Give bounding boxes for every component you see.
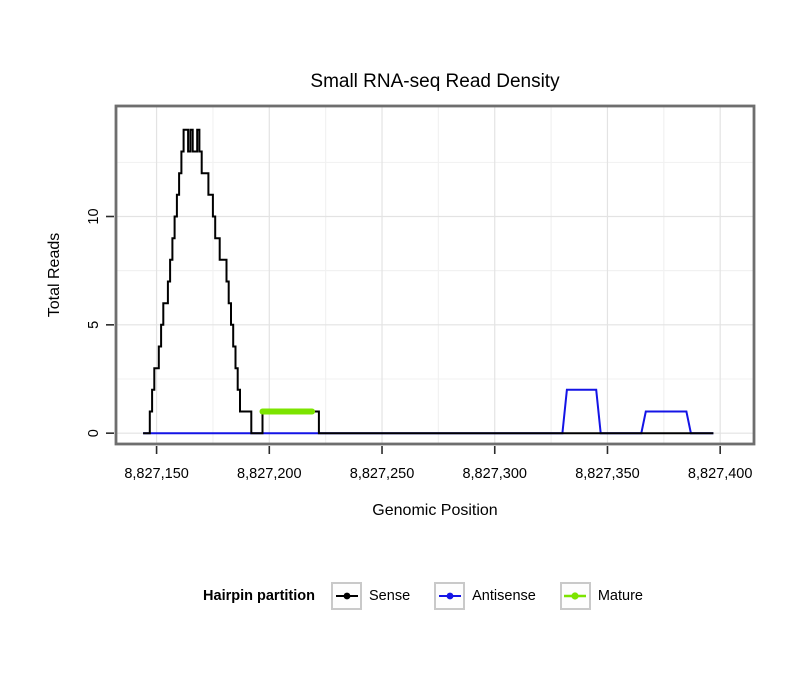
legend-label-mature: Mature [597,588,643,604]
legend-item-mature: Mature [559,582,667,610]
legend-item-antisense: Antisense [434,582,560,610]
legend-key-mature [559,582,591,610]
legend-key-sense [331,582,363,610]
legend-item-sense: Sense [331,582,434,610]
x-tick-label: 8,827,350 [575,466,640,482]
legend-title: Hairpin partition [203,588,316,604]
legend-dot-icon [446,592,454,600]
series-sense-line [143,128,714,435]
x-tick-label: 8,827,150 [124,466,189,482]
legend-key-antisense [434,582,466,610]
legend-label-sense: Sense [369,588,411,604]
series-antisense-line [143,388,714,435]
x-tick-label: 8,827,200 [237,466,302,482]
legend-dot-icon [571,592,579,600]
x-axis-label: Genomic Position [372,502,498,519]
y-tick-label: 0 [86,429,102,437]
legend-key-mature-glyph [564,592,587,600]
plot-border [114,104,756,446]
y-tick-label: 10 [86,208,102,224]
x-tick-label: 8,827,400 [688,466,753,482]
legend-key-antisense-glyph [438,592,461,600]
legend-dot-icon [343,592,350,600]
legend-key-sense-glyph [335,592,358,600]
x-tick-label: 8,827,250 [350,466,415,482]
legend: Hairpin partition Sense Antisense [60,582,810,610]
x-tick-label: 8,827,300 [462,466,527,482]
chart-title: Small RNA-seq Read Density [310,71,560,92]
y-tick-label: 5 [86,321,102,329]
plot-area: 8,827,150 8,827,200 8,827,250 8,827,300 8,82… [86,104,756,482]
legend-label-antisense: Antisense [472,588,536,604]
